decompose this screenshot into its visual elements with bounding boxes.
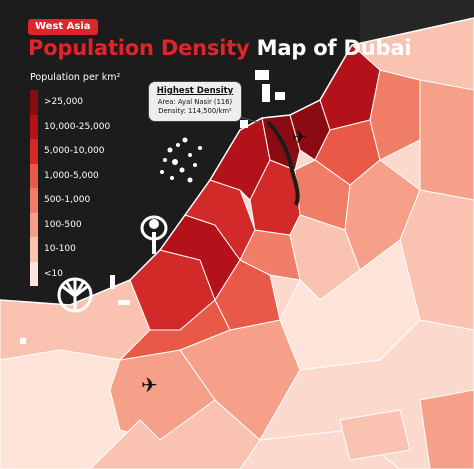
legend-item: 5,000-10,000 <box>30 139 120 164</box>
legend-label: 10,000-25,000 <box>44 121 111 132</box>
legend-swatch <box>30 212 38 237</box>
legend-label: 10-100 <box>44 244 76 255</box>
palm-jumeirah <box>140 215 168 254</box>
highest-density-callout: Highest Density Area: Ayal Nasir (116) D… <box>148 81 242 122</box>
legend: Population per km² >25,000 10,000-25,000 5… <box>30 72 120 286</box>
title-accent: Population Density <box>28 36 250 60</box>
legend-swatch <box>30 90 38 115</box>
zone-quoz <box>214 259 281 331</box>
zone-south-patch <box>339 409 411 461</box>
the-world-islands <box>160 137 202 183</box>
dubai-creek <box>266 120 300 206</box>
deira-islands <box>240 70 285 128</box>
legend-title: Population per km² <box>30 72 121 83</box>
legend-swatch <box>30 139 38 164</box>
legend-label: <10 <box>44 268 63 279</box>
legend-items: >25,000 10,000-25,000 5,000-10,000 1,000-5,… <box>30 90 120 286</box>
legend-swatch <box>30 163 38 188</box>
legend-item: <10 <box>30 261 120 286</box>
page-title: Population Density Map of Dubai <box>28 36 412 60</box>
legend-item: 10-100 <box>30 237 120 262</box>
callout-density: Density: 114,500/km² <box>158 107 232 115</box>
callout-area: Area: Ayal Nasir (116) <box>157 98 233 106</box>
legend-item: 500-1,000 <box>30 188 120 213</box>
title-rest: Map of Dubai <box>249 36 412 60</box>
legend-label: 5,000-10,000 <box>44 146 105 157</box>
legend-item: 10,000-25,000 <box>30 114 120 139</box>
zone-far-south-east <box>419 389 474 469</box>
legend-item: 100-500 <box>30 212 120 237</box>
legend-label: 1,000-5,000 <box>44 170 99 181</box>
legend-swatch <box>30 114 38 139</box>
legend-swatch <box>30 188 38 213</box>
legend-item: >25,000 <box>30 90 120 115</box>
legend-swatch <box>30 237 38 262</box>
region-badge: West Asia <box>28 19 98 35</box>
airplane-icon: ✈ <box>141 373 158 397</box>
airplane-icon: ✈ <box>292 127 307 148</box>
zone-south-east <box>259 319 474 469</box>
palm-jebel-ali <box>57 277 93 313</box>
legend-label: >25,000 <box>44 97 84 108</box>
callout-title: Highest Density <box>156 86 234 96</box>
legend-label: 100-500 <box>44 219 82 230</box>
zone-east <box>419 79 474 201</box>
legend-swatch <box>30 261 38 286</box>
coastal-islets <box>20 275 130 344</box>
legend-item: 1,000-5,000 <box>30 163 120 188</box>
legend-label: 500-1,000 <box>44 195 91 206</box>
